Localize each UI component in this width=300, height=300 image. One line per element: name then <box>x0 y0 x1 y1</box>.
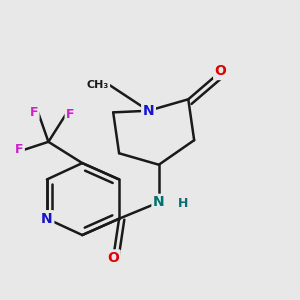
Text: O: O <box>215 64 226 79</box>
Text: F: F <box>30 106 38 119</box>
Text: N: N <box>143 104 154 118</box>
Text: H: H <box>178 197 188 211</box>
Text: F: F <box>15 143 23 157</box>
Text: N: N <box>41 212 53 226</box>
Text: O: O <box>107 251 119 265</box>
Text: CH₃: CH₃ <box>86 80 109 90</box>
Text: N: N <box>153 195 165 209</box>
Text: F: F <box>66 107 75 121</box>
